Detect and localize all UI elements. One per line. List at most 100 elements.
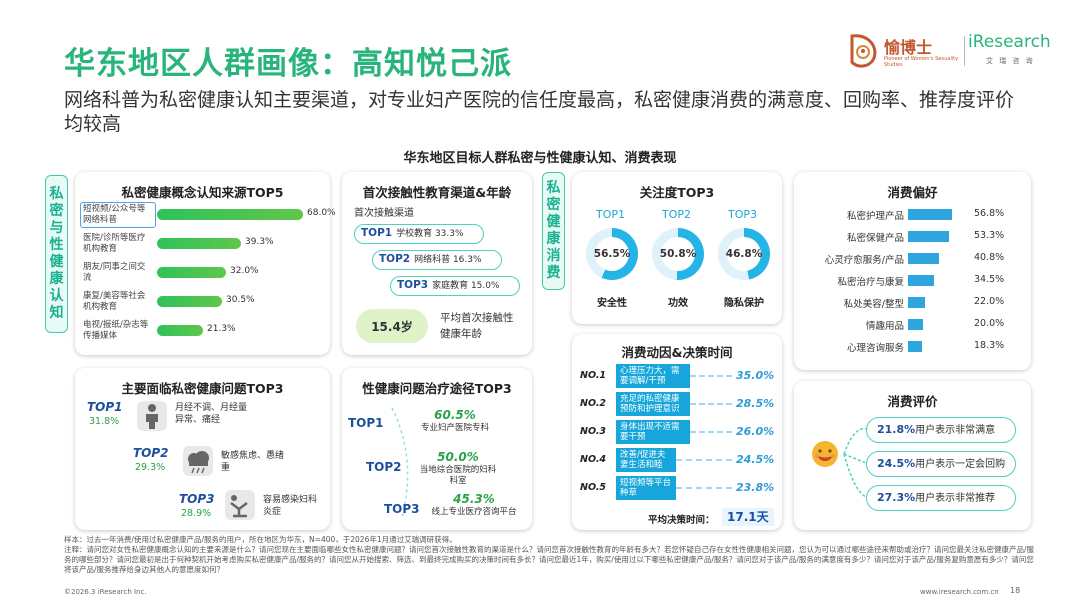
motivation-trail bbox=[690, 403, 732, 405]
source-label: 医院/诊所等医疗机构教育 bbox=[83, 233, 146, 254]
first-edu-tag-rank: TOP2 bbox=[379, 253, 411, 265]
motivation-trail bbox=[690, 375, 732, 377]
brand2-main: iResearch bbox=[968, 32, 1051, 52]
age-label: 平均首次接触性健康年龄 bbox=[440, 312, 514, 340]
evaluation-pct: 24.5% bbox=[877, 457, 916, 470]
treatment-top1-pct: 60.5% bbox=[434, 408, 476, 422]
motivation-text: 身体出现不适需要干预 bbox=[616, 420, 690, 444]
preference-label: 心理咨询服务 bbox=[846, 343, 904, 354]
dr-yu-logo-icon bbox=[850, 34, 877, 68]
card-evaluation: 消费评价 21.8%用户表示非常满意 24.5%用户表示一定会回购 27.3%用户表… bbox=[794, 381, 1031, 530]
motivation-pct: 24.5% bbox=[736, 453, 775, 466]
attention-name: 安全性 bbox=[597, 298, 627, 309]
preference-bar bbox=[908, 275, 934, 286]
source-bar bbox=[157, 296, 222, 307]
source-pct: 68.0% bbox=[307, 208, 336, 218]
label-cognition-char: 私 bbox=[49, 186, 64, 202]
first-edu-tag-rank: TOP1 bbox=[361, 227, 393, 239]
source-pct: 21.3% bbox=[207, 324, 236, 334]
problem-top2-pct: 29.3% bbox=[135, 462, 166, 473]
motivation-trail bbox=[690, 431, 732, 433]
motivation-trail bbox=[676, 459, 732, 461]
brand2-sub: 艾 瑞 咨 询 bbox=[986, 57, 1035, 65]
person-pain-icon bbox=[137, 401, 167, 431]
treatment-top2-pct: 50.0% bbox=[437, 450, 479, 464]
label-cognition-char: 认 bbox=[49, 288, 64, 304]
problem-top3-rank: TOP3 bbox=[179, 492, 215, 506]
motivation-rank: NO.3 bbox=[580, 426, 607, 437]
source-pct: 32.0% bbox=[230, 266, 259, 276]
first-edu-tag-text: 家庭教育 15.0% bbox=[432, 281, 500, 291]
label-cognition-char: 性 bbox=[49, 237, 64, 253]
problem-top1-rank: TOP1 bbox=[87, 400, 123, 414]
source-bar bbox=[157, 267, 226, 278]
preference-label: 私处美容/整型 bbox=[843, 299, 904, 310]
preference-pct: 34.5% bbox=[974, 274, 1005, 285]
preference-label: 私密保健产品 bbox=[846, 233, 904, 244]
brand-logo-dr-yu: 愉博士 Pioneer of Women's Sexuality Studies bbox=[846, 32, 966, 72]
problem-top1-pct: 31.8% bbox=[89, 416, 120, 427]
label-cognition-char: 知 bbox=[49, 305, 64, 321]
card-attention-title: 关注度TOP3 bbox=[639, 185, 715, 200]
attention-rank: TOP3 bbox=[728, 208, 758, 221]
motivation-pct: 28.5% bbox=[736, 397, 775, 410]
card-motivation: 消费动因&决策时间 NO.1 心理压力大，需要调解/干预 35.0% NO.2 充足的私… bbox=[572, 334, 782, 530]
source-bar bbox=[157, 238, 241, 249]
first-edu-tag-text: 网络科普 16.3% bbox=[414, 255, 482, 265]
preference-pct: 56.8% bbox=[974, 208, 1005, 219]
gyno-chair-icon bbox=[225, 490, 255, 520]
label-consumption: 私密健康消费 bbox=[542, 172, 565, 290]
attention-rank: TOP1 bbox=[596, 208, 626, 221]
evaluation-connector bbox=[843, 427, 867, 498]
evaluation-list: 21.8%用户表示非常满意 24.5%用户表示一定会回购 27.3%用户表示非常推荐 bbox=[866, 381, 1024, 530]
first-edu-tag-text: 学校教育 33.3% bbox=[396, 229, 464, 239]
card-preference: 消费偏好 私密护理产品 56.8% 私密保健产品 53.3% 心灵疗愈服务/产品 40.8… bbox=[794, 172, 1031, 370]
attention-name: 功效 bbox=[668, 298, 688, 309]
evaluation-pct: 21.8% bbox=[877, 423, 916, 436]
decision-value: 17.1天 bbox=[722, 508, 774, 526]
label-cognition-char: 康 bbox=[49, 271, 64, 287]
problem-top1-text: 月经不调、月经量异常、痛经 bbox=[175, 403, 248, 425]
source-bar bbox=[157, 325, 203, 336]
source-label: 康复/美容等社会机构教育 bbox=[83, 291, 146, 312]
preference-label: 心灵疗愈服务/产品 bbox=[824, 255, 904, 266]
attention-pct: 46.8% bbox=[726, 237, 762, 271]
card-first-edu-title: 首次接触性教育渠道&年龄 bbox=[362, 185, 512, 200]
source-pct: 39.3% bbox=[245, 237, 274, 247]
source-label: 朋友/同事之间交流 bbox=[83, 262, 146, 283]
first-edu-tag-rank: TOP3 bbox=[397, 279, 429, 291]
cloud-stress-icon bbox=[183, 446, 213, 476]
footer-copyright: ©2026.3 iResearch Inc. bbox=[64, 588, 147, 596]
motivation-text: 改善/促进夫妻生活和睦 bbox=[616, 448, 676, 472]
card-motivation-title: 消费动因&决策时间 bbox=[621, 345, 733, 360]
treatment-top3-rank: TOP3 bbox=[384, 502, 420, 516]
treatment-divider-curve bbox=[391, 407, 409, 519]
preference-bar bbox=[908, 209, 952, 220]
card-preference-title: 消费偏好 bbox=[887, 185, 938, 200]
attention-ring: 50.8% bbox=[652, 228, 704, 280]
source-label: 电视/报纸/杂志等传播媒体 bbox=[83, 320, 149, 341]
label-consumption-char: 费 bbox=[546, 265, 561, 281]
motivation-rank: NO.1 bbox=[580, 370, 607, 381]
source-bar bbox=[157, 209, 303, 220]
evaluation-item: 27.3%用户表示非常推荐 bbox=[866, 485, 1016, 511]
preference-bar bbox=[908, 341, 922, 352]
treatment-top3-text: 线上专业医疗咨询平台 bbox=[431, 507, 517, 517]
evaluation-text: 用户表示非常推荐 bbox=[915, 493, 996, 504]
footer-note: 注释：请问您对女性私密健康概念认知的主要来源是什么？请问您现在主要面临哪些女性私… bbox=[64, 545, 1035, 574]
preference-bar bbox=[908, 297, 925, 308]
motivation-trail bbox=[676, 487, 732, 489]
first-edu-subtitle: 首次接触渠道 bbox=[354, 208, 414, 219]
decision-value-text: 17.1天 bbox=[727, 510, 769, 524]
label-consumption-char: 消 bbox=[546, 248, 561, 264]
brand1-sub: Pioneer of Women's Sexuality Studies bbox=[884, 56, 959, 68]
attention-pct: 50.8% bbox=[660, 237, 696, 271]
brand-logo-iresearch: iResearch 艾 瑞 咨 询 bbox=[968, 32, 1058, 72]
problem-top3-text: 容易感染妇科炎症 bbox=[263, 495, 318, 517]
first-edu-tag: TOP2 网络科普 16.3% bbox=[372, 250, 502, 270]
evaluation-pct: 27.3% bbox=[877, 491, 916, 504]
motivation-rank: NO.4 bbox=[580, 454, 607, 465]
footer-sample: 样本：过去一年消费/使用过私密健康产品/服务的用户，所在地区为华东，N=400，… bbox=[64, 535, 457, 544]
motivation-pct: 23.8% bbox=[736, 481, 775, 494]
label-cognition-char: 密 bbox=[49, 203, 64, 219]
